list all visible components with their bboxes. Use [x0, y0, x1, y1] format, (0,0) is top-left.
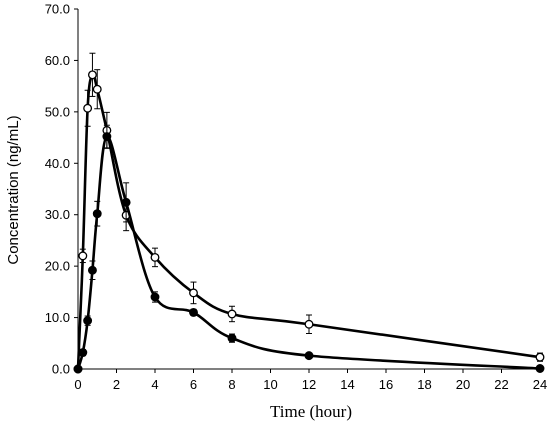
filled-circle-point: [535, 364, 545, 373]
open-circle-point: [535, 352, 545, 362]
filled-circle-point: [102, 132, 112, 141]
x-tick-label: 24: [533, 377, 547, 392]
filled-circle-point: [87, 265, 97, 275]
x-axis-label: Time (hour): [270, 402, 352, 421]
open-circle-point: [304, 319, 314, 329]
open-circle-point: [92, 84, 102, 94]
filled-circle-point: [92, 209, 102, 219]
x-tick-label: 6: [190, 377, 197, 392]
series-2: [73, 124, 545, 374]
filled-circle-point: [83, 316, 93, 326]
y-tick-label: 60.0: [45, 53, 70, 68]
y-tick-label: 70.0: [45, 2, 70, 17]
open-circle-point: [227, 309, 237, 319]
x-tick-label: 12: [302, 377, 316, 392]
x-tick-label: 8: [228, 377, 235, 392]
x-tick-label: 2: [113, 377, 120, 392]
open-circle-point: [83, 103, 93, 113]
y-tick-label: 50.0: [45, 104, 70, 119]
x-tick-label: 16: [379, 377, 393, 392]
filled-circle-point: [227, 333, 237, 343]
x-tick-label: 4: [151, 377, 158, 392]
filled-circle-point: [150, 292, 160, 302]
filled-circle-point: [78, 348, 88, 357]
x-tick-label: 14: [340, 377, 354, 392]
filled-circle-point: [121, 197, 131, 207]
y-tick-label: 40.0: [45, 156, 70, 171]
series-layer: [73, 52, 545, 374]
series-1: [73, 52, 545, 374]
x-tick-label: 10: [263, 377, 277, 392]
series-line: [76, 72, 541, 370]
y-tick-label: 0.0: [52, 362, 70, 377]
x-tick-labels: 0 2 4 6 8 10 12 14 16 18 20 22 24: [74, 377, 547, 392]
y-tick-labels: 0.0 10.0 20.0 30.0 40.0 50.0 60.0 70.0: [45, 2, 70, 377]
open-circle-point: [87, 70, 97, 80]
y-axis-label: Concentration (ng/mL): [5, 115, 22, 264]
open-circle-point: [150, 252, 160, 262]
x-tick-label: 22: [494, 377, 508, 392]
y-tick-label: 20.0: [45, 259, 70, 274]
axes: [74, 8, 541, 373]
y-tick-label: 30.0: [45, 207, 70, 222]
filled-circle-point: [73, 364, 83, 374]
filled-circle-point: [304, 351, 314, 361]
open-circle-point: [189, 288, 198, 298]
y-tick-label: 10.0: [45, 310, 70, 325]
filled-circle-point: [189, 307, 198, 317]
x-tick-label: 18: [417, 377, 431, 392]
series-line: [76, 135, 541, 370]
x-tick-label: 20: [456, 377, 470, 392]
open-circle-point: [78, 251, 88, 261]
x-tick-label: 0: [74, 377, 81, 392]
